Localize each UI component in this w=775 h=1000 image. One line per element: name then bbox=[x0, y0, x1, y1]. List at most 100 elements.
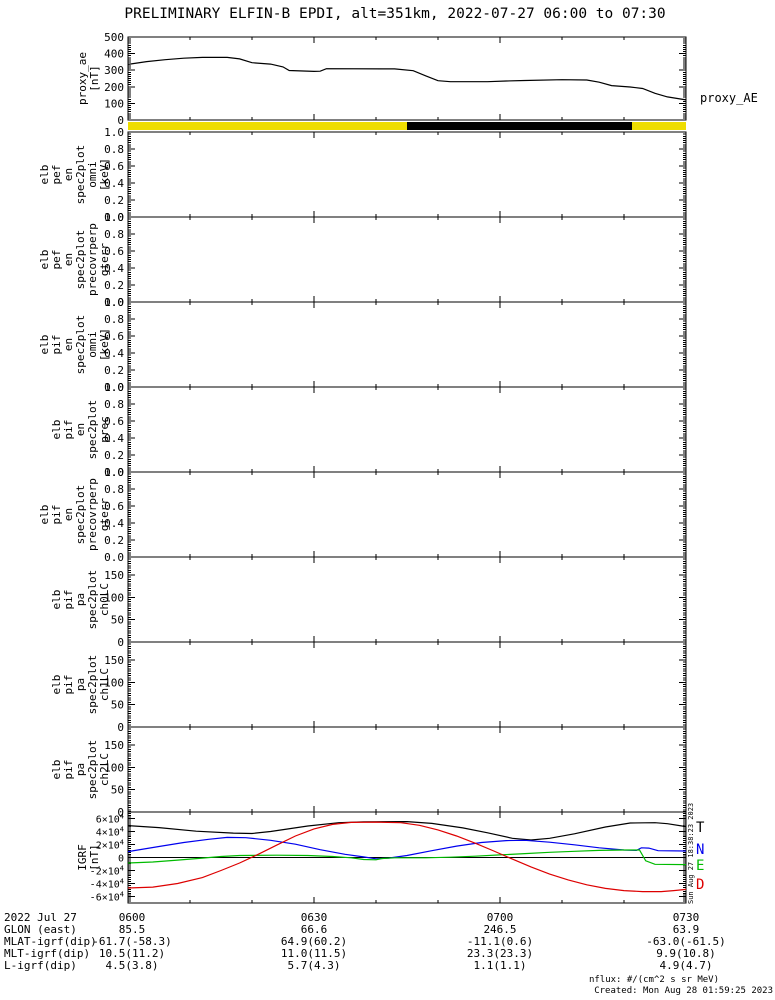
ephemeris-value: 5.7(4.3) bbox=[287, 959, 341, 972]
y-axis-label-word: en bbox=[62, 508, 75, 521]
ephemeris-value: 63.9 bbox=[672, 923, 700, 936]
y-tick-label: 0.8 bbox=[104, 313, 124, 326]
legend-T: T bbox=[696, 820, 705, 836]
series-proxy_AE bbox=[127, 56, 687, 101]
y-axis-label-word: pif bbox=[62, 760, 75, 780]
row-label-mlt: MLT-igrf(dip) bbox=[4, 947, 91, 960]
legend-N: N bbox=[696, 842, 705, 858]
ephemeris-value: 246.5 bbox=[483, 923, 517, 936]
xtick-label: 0730 bbox=[672, 911, 700, 924]
proxy-ae-series-label: proxy_AE bbox=[700, 91, 758, 105]
y-axis-label-word: [keV] bbox=[98, 158, 111, 191]
ephemeris-value: 85.5 bbox=[118, 923, 146, 936]
panel-elb_pef_en_omni: 0.0 0.2 0.4 0.6 0.8 1.0 elb pef en spec2plot omni[… bbox=[38, 126, 687, 224]
y-axis-label-word: spec2plot bbox=[74, 485, 87, 545]
panel-elb_pef_en_precovrperp: 0.0 0.2 0.4 0.6 0.8 1.0 elb pef en spec2plot preco… bbox=[38, 211, 687, 309]
plot-title: PRELIMINARY ELFIN-B EPDI, alt=351km, 202… bbox=[124, 6, 666, 22]
y-tick-label: -4×104 bbox=[90, 878, 124, 891]
xtick-label: 0700 bbox=[486, 911, 514, 924]
nflux-units-note: nflux: #/(cm^2 s sr MeV) bbox=[588, 975, 719, 985]
y-axis-label-word: elb bbox=[50, 590, 63, 610]
row-label-lshell: L-igrf(dip) bbox=[4, 959, 77, 972]
y-tick-label: 0.0 bbox=[104, 551, 124, 564]
y-tick-label: 0.8 bbox=[104, 398, 124, 411]
y-tick-label: 100 bbox=[104, 97, 124, 110]
ephemeris-row: GLON (east) 85.5 66.6 246.5 63.9 bbox=[0, 923, 775, 936]
y-tick-label: 0.0 bbox=[104, 466, 124, 479]
ephemeris-value: 9.9(10.8) bbox=[656, 947, 716, 960]
y-tick-label: 2×104 bbox=[96, 839, 124, 852]
y-tick-label: 0 bbox=[118, 854, 124, 865]
series-D bbox=[127, 821, 687, 893]
y-axis-label-word: elb bbox=[50, 760, 63, 780]
y-tick-label: 0.0 bbox=[104, 381, 124, 394]
created-timestamp: Created: Mon Aug 28 01:59:25 2023 bbox=[594, 986, 773, 996]
y-axis-label-word: pif bbox=[62, 420, 75, 440]
ephemeris-value: 64.9(60.2) bbox=[280, 935, 348, 948]
y-tick-label: 50 bbox=[111, 784, 124, 797]
y-axis-label-word: spec2plot bbox=[86, 400, 99, 460]
ephemeris-row: L-igrf(dip) 4.5(3.8) 5.7(4.3) 1.1(1.1) 4… bbox=[0, 959, 775, 972]
ephemeris-value: 23.3(23.3) bbox=[466, 947, 534, 960]
y-axis-label-word: pif bbox=[62, 590, 75, 610]
y-tick-label: 0.4 bbox=[104, 177, 124, 190]
ephemeris-value: -11.1(0.6) bbox=[466, 935, 534, 948]
series-N bbox=[127, 836, 687, 860]
y-tick-label: 0.4 bbox=[104, 347, 124, 360]
panel-elb_pif_pa_ch2LC: 0 50 100 150 elb pif pa spec2plot ch2LC bbox=[50, 726, 687, 819]
ephemeris-value: 1.1(1.1) bbox=[473, 959, 527, 972]
y-tick-label: 6×104 bbox=[96, 813, 124, 826]
ephemeris-value: 11.0(11.5) bbox=[280, 947, 348, 960]
y-axis-label-word: elb bbox=[50, 420, 63, 440]
y-axis-label-word: precovrperp bbox=[86, 223, 99, 296]
render-timestamp-vertical: Sun Aug 27 18:38:23 2023 bbox=[687, 802, 695, 904]
y-tick-label: 0 bbox=[117, 806, 124, 819]
ephemeris-row: 2022 Jul 27 0600 0630 0700 0730 bbox=[0, 911, 775, 924]
legend-D: D bbox=[696, 877, 705, 893]
y-tick-label: 0 bbox=[117, 636, 124, 649]
y-tick-label: 1.0 bbox=[104, 126, 124, 139]
ephemeris-value: 10.5(11.2) bbox=[98, 947, 166, 960]
y-tick-label: 0.6 bbox=[104, 245, 124, 258]
row-label-glon: GLON (east) bbox=[4, 923, 77, 936]
y-tick-label: 0.4 bbox=[104, 432, 124, 445]
y-tick-label: 0.6 bbox=[104, 415, 124, 428]
y-tick-label: 0.4 bbox=[104, 262, 124, 275]
y-axis-label-word: pif bbox=[50, 335, 63, 355]
y-tick-label: 0.4 bbox=[104, 517, 124, 530]
status-segment bbox=[631, 122, 686, 130]
y-tick-label: 1.0 bbox=[104, 381, 124, 394]
y-tick-label: 0 bbox=[117, 114, 124, 127]
y-tick-label: 4×104 bbox=[96, 826, 124, 839]
y-axis-label-word: en bbox=[74, 423, 87, 436]
y-tick-label: 0 bbox=[117, 721, 124, 734]
row-label-date: 2022 Jul 27 bbox=[4, 911, 77, 924]
y-tick-label: 50 bbox=[111, 699, 124, 712]
y-tick-label: 150 bbox=[104, 654, 124, 667]
y-axis-label-word: spec2plot bbox=[74, 315, 87, 375]
y-tick-label: 400 bbox=[104, 48, 124, 61]
y-axis-label-word: en bbox=[62, 168, 75, 181]
ephemeris-value: -61.7(-58.3) bbox=[92, 935, 172, 948]
y-axis-label-word: ch1LC bbox=[98, 668, 111, 701]
ephemeris-value: 4.5(3.8) bbox=[105, 959, 159, 972]
status-segment bbox=[128, 122, 407, 130]
y-tick-label: 0.6 bbox=[104, 500, 124, 513]
y-axis-label-word: gterr bbox=[98, 498, 111, 531]
y-tick-label: 100 bbox=[104, 676, 124, 689]
y-axis-label-word: ch0LC bbox=[98, 583, 111, 616]
panel-elb_pif_en_precovrperp: 0.0 0.2 0.4 0.6 0.8 1.0 elb pif en spec2plot preco… bbox=[38, 466, 687, 564]
y-tick-label: 100 bbox=[104, 591, 124, 604]
y-tick-label: 0.6 bbox=[104, 330, 124, 343]
y-axis-label-word: en bbox=[62, 253, 75, 266]
y-axis-label-word: precovrperp bbox=[86, 478, 99, 551]
y-tick-label: 50 bbox=[111, 614, 124, 627]
y-axis-label-word: spec2plot bbox=[74, 230, 87, 290]
y-axis-label-word: gterr bbox=[98, 243, 111, 276]
y-axis-label-word: spec2plot bbox=[86, 740, 99, 800]
row-label-mlat: MLAT-igrf(dip) bbox=[4, 935, 97, 948]
panel-elb_pif_en_prec: 0.0 0.2 0.4 0.6 0.8 1.0 elb pif en spec2plot prec bbox=[50, 381, 687, 479]
y-tick-label: 0.6 bbox=[104, 160, 124, 173]
